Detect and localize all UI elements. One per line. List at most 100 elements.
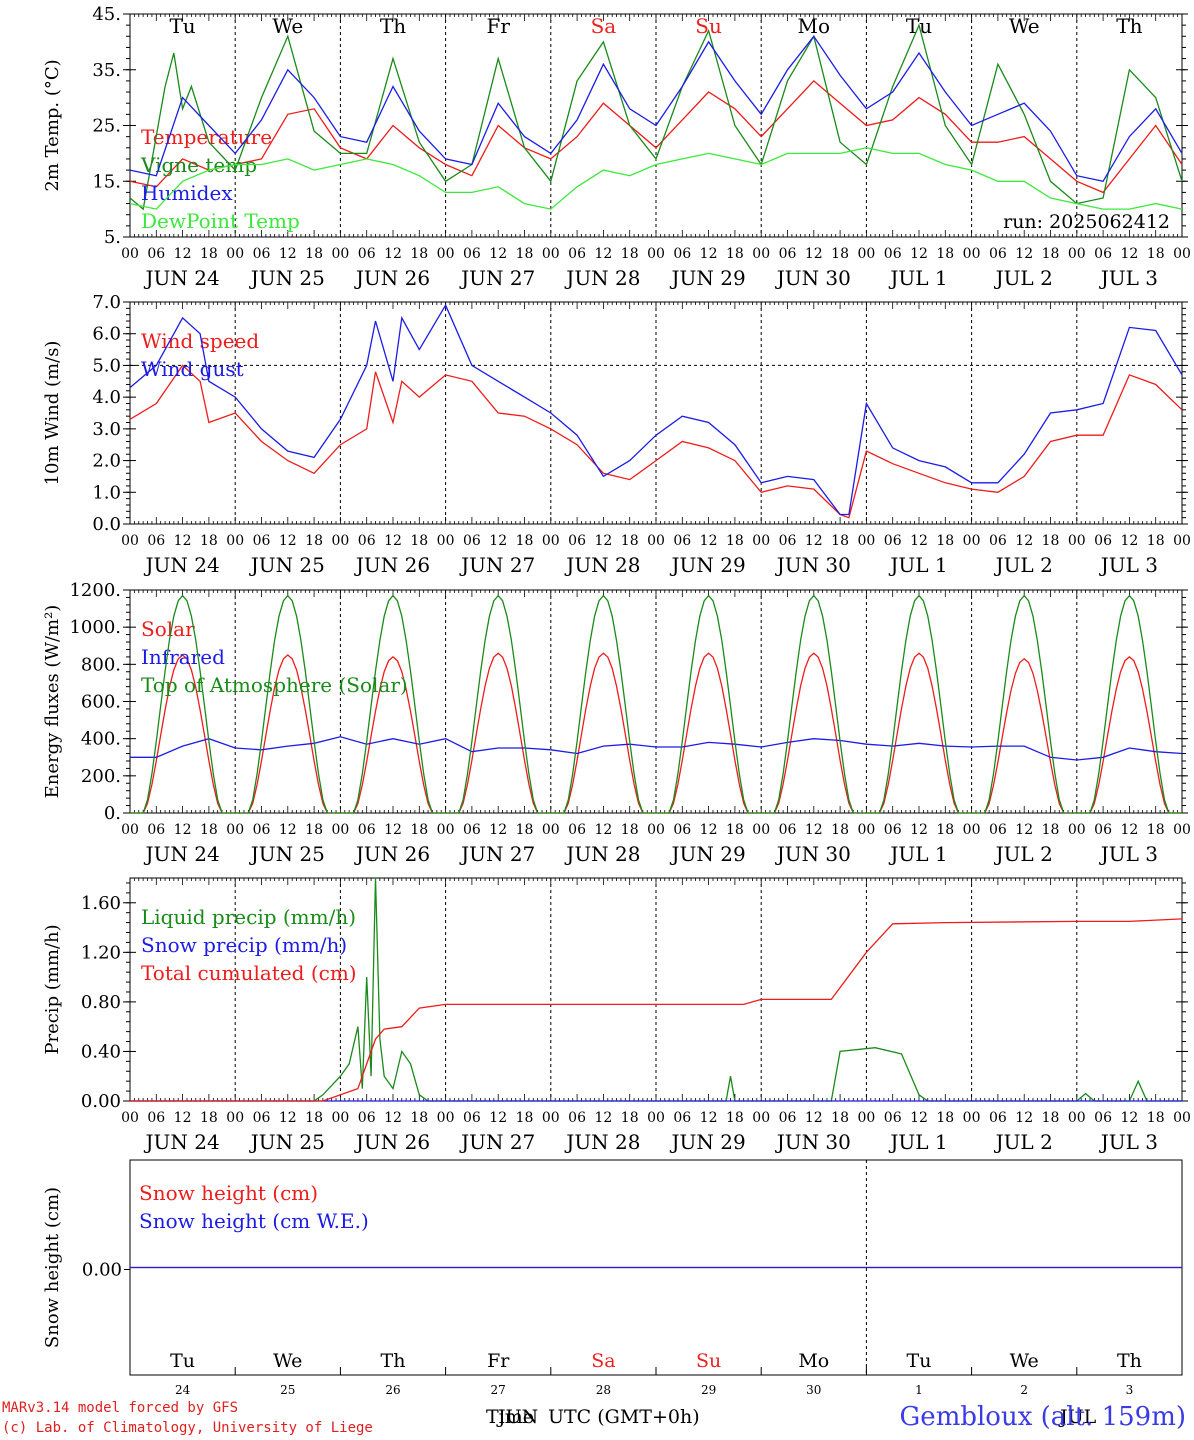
date-label: JUL 3 — [1099, 842, 1158, 866]
hour-label: 18 — [831, 533, 849, 549]
legend-label: Wind speed — [141, 329, 259, 353]
hour-label: 06 — [673, 533, 691, 549]
series-line-wind-gust — [129, 303, 1183, 516]
x-axis-label: Time — [486, 1406, 534, 1428]
hour-label: 18 — [410, 533, 428, 549]
y-tick-label: 1000. — [69, 617, 121, 638]
y-axis-label: Precip (mm/h) — [42, 924, 63, 1054]
day-name: Fr — [486, 14, 510, 38]
hour-label: 00 — [542, 822, 560, 838]
hour-label: 12 — [700, 822, 718, 838]
day-number: 2 — [1020, 1383, 1028, 1397]
day-name: Tu — [906, 14, 932, 38]
date-label: JUN 24 — [144, 842, 220, 866]
date-label: JUN 24 — [144, 553, 220, 577]
day-name: Tu — [169, 14, 195, 38]
hour-label: 12 — [384, 1110, 402, 1126]
hour-label: 06 — [358, 1110, 376, 1126]
hour-label: 12 — [700, 1110, 718, 1126]
run-label: run: 2025062412 — [1003, 211, 1170, 233]
date-label: JUL 2 — [994, 553, 1053, 577]
hour-label: 00 — [752, 1110, 770, 1126]
legend-label: Solar — [141, 617, 195, 641]
y-tick-label: 800. — [81, 654, 121, 675]
hour-label: 00 — [647, 533, 665, 549]
hour-label: 00 — [437, 246, 455, 262]
hour-label: 12 — [279, 533, 297, 549]
day-name: Tu — [170, 1350, 195, 1372]
hour-label: 00 — [121, 246, 139, 262]
y-tick-label: 600. — [81, 692, 121, 713]
date-label: JUN 25 — [249, 266, 325, 290]
date-label: JUN 29 — [670, 266, 746, 290]
hour-label: 00 — [1068, 246, 1086, 262]
hour-label: 00 — [1173, 246, 1191, 262]
date-label: JUN 29 — [670, 553, 746, 577]
day-name: Mo — [798, 1350, 829, 1372]
legend-label: Snow height (cm) — [139, 1181, 318, 1205]
hour-label: 18 — [1147, 822, 1165, 838]
date-label: JUL 3 — [1099, 266, 1158, 290]
hour-label: 00 — [437, 1110, 455, 1126]
hour-label: 18 — [305, 822, 323, 838]
hour-label: 00 — [542, 533, 560, 549]
y-tick-label: 200. — [81, 766, 121, 787]
hour-label: 12 — [700, 246, 718, 262]
day-name: Sa — [591, 14, 617, 38]
hour-label: 00 — [752, 822, 770, 838]
day-name: We — [1009, 14, 1040, 38]
date-label: JUN 26 — [354, 1130, 430, 1154]
legend-label: Snow height (cm W.E.) — [139, 1209, 369, 1233]
hour-label: 06 — [253, 1110, 271, 1126]
hour-label: 06 — [989, 822, 1007, 838]
hour-label: 00 — [1068, 533, 1086, 549]
date-label: JUL 3 — [1099, 1130, 1158, 1154]
date-label: JUN 28 — [564, 842, 640, 866]
hour-label: 06 — [568, 246, 586, 262]
date-label: JUN 28 — [564, 553, 640, 577]
hour-label: 12 — [489, 822, 507, 838]
hour-label: 06 — [779, 822, 797, 838]
hour-label: 18 — [305, 1110, 323, 1126]
y-tick-label: 5. — [104, 227, 121, 248]
legend-label: Snow precip (mm/h) — [141, 933, 347, 957]
hour-label: 00 — [647, 1110, 665, 1126]
y-tick-label: 1.60 — [81, 893, 121, 914]
day-name: Th — [1116, 14, 1142, 38]
hour-label: 18 — [200, 533, 218, 549]
date-label: JUN 30 — [775, 266, 851, 290]
hour-label: 12 — [174, 1110, 192, 1126]
hour-label: 06 — [147, 1110, 165, 1126]
date-label: JUN 30 — [775, 842, 851, 866]
hour-label: 18 — [936, 533, 954, 549]
hour-label: 06 — [673, 1110, 691, 1126]
hour-label: 18 — [621, 246, 639, 262]
hour-label: 06 — [779, 1110, 797, 1126]
y-axis-label: Energy fluxes (W/m²) — [42, 605, 63, 799]
hour-label: 12 — [594, 246, 612, 262]
legend-label: Infrared — [141, 645, 225, 669]
hour-label: 12 — [1120, 246, 1138, 262]
day-number: 29 — [701, 1383, 716, 1397]
hour-label: 06 — [884, 822, 902, 838]
hour-label: 12 — [805, 1110, 823, 1126]
date-label: JUN 27 — [459, 1130, 535, 1154]
credit-lab: (c) Lab. of Climatology, University of L… — [2, 1420, 373, 1436]
hour-label: 18 — [726, 246, 744, 262]
hour-label: 00 — [437, 822, 455, 838]
hour-label: 12 — [910, 1110, 928, 1126]
hour-label: 12 — [384, 533, 402, 549]
hour-label: 06 — [1094, 1110, 1112, 1126]
hour-label: 12 — [174, 533, 192, 549]
legend-label: Wind gust — [141, 357, 244, 381]
series-line-dewpoint-temp — [129, 147, 1183, 210]
hour-label: 00 — [752, 246, 770, 262]
day-name: We — [1010, 1350, 1039, 1372]
hour-label: 18 — [831, 822, 849, 838]
hour-label: 06 — [989, 1110, 1007, 1126]
series-line-infrared — [130, 736, 1183, 761]
hour-label: 18 — [1147, 1110, 1165, 1126]
hour-label: 00 — [857, 1110, 875, 1126]
hour-label: 18 — [200, 246, 218, 262]
y-tick-label: 0. — [104, 803, 121, 824]
